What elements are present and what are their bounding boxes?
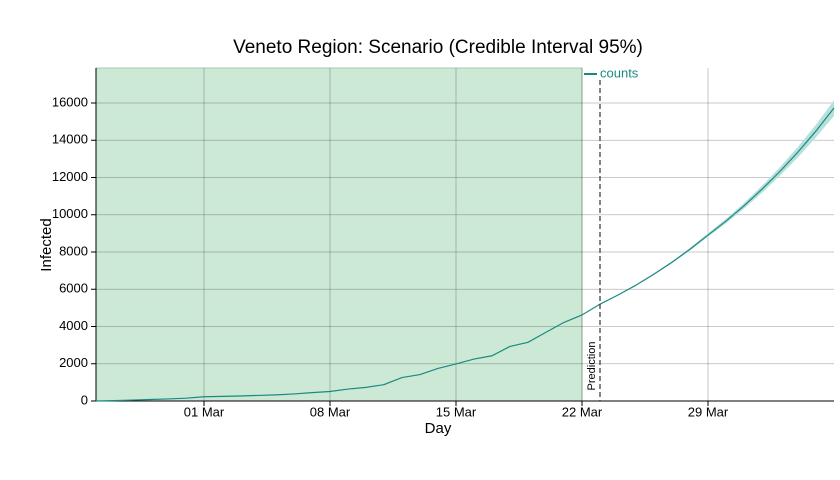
x-tick-label: 01 Mar — [184, 404, 225, 419]
y-tick-label: 10000 — [52, 206, 88, 221]
y-tick-label: 4000 — [59, 318, 88, 333]
y-axis-label: Infected — [38, 218, 55, 271]
series-line — [95, 107, 835, 402]
credible-band — [600, 100, 834, 305]
y-tick-label: 2000 — [59, 355, 88, 370]
x-tick-label: 29 Mar — [688, 404, 729, 419]
y-tick-label: 6000 — [59, 281, 88, 296]
prediction-label: Prediction — [586, 342, 598, 391]
legend-label: counts — [600, 65, 639, 80]
y-tick-label: 16000 — [52, 94, 88, 109]
y-tick-label: 0 — [81, 392, 88, 407]
x-tick-label: 08 Mar — [310, 404, 351, 419]
observed-region — [95, 67, 583, 402]
chart-title: Veneto Region: Scenario (Credible Interv… — [233, 37, 643, 58]
y-tick-label: 8000 — [59, 243, 88, 258]
x-axis-label: Day — [425, 420, 452, 437]
y-tick-label: 14000 — [52, 132, 88, 147]
x-tick-label: 22 Mar — [562, 404, 603, 419]
x-tick-label: 15 Mar — [436, 404, 477, 419]
y-tick-label: 12000 — [52, 169, 88, 184]
